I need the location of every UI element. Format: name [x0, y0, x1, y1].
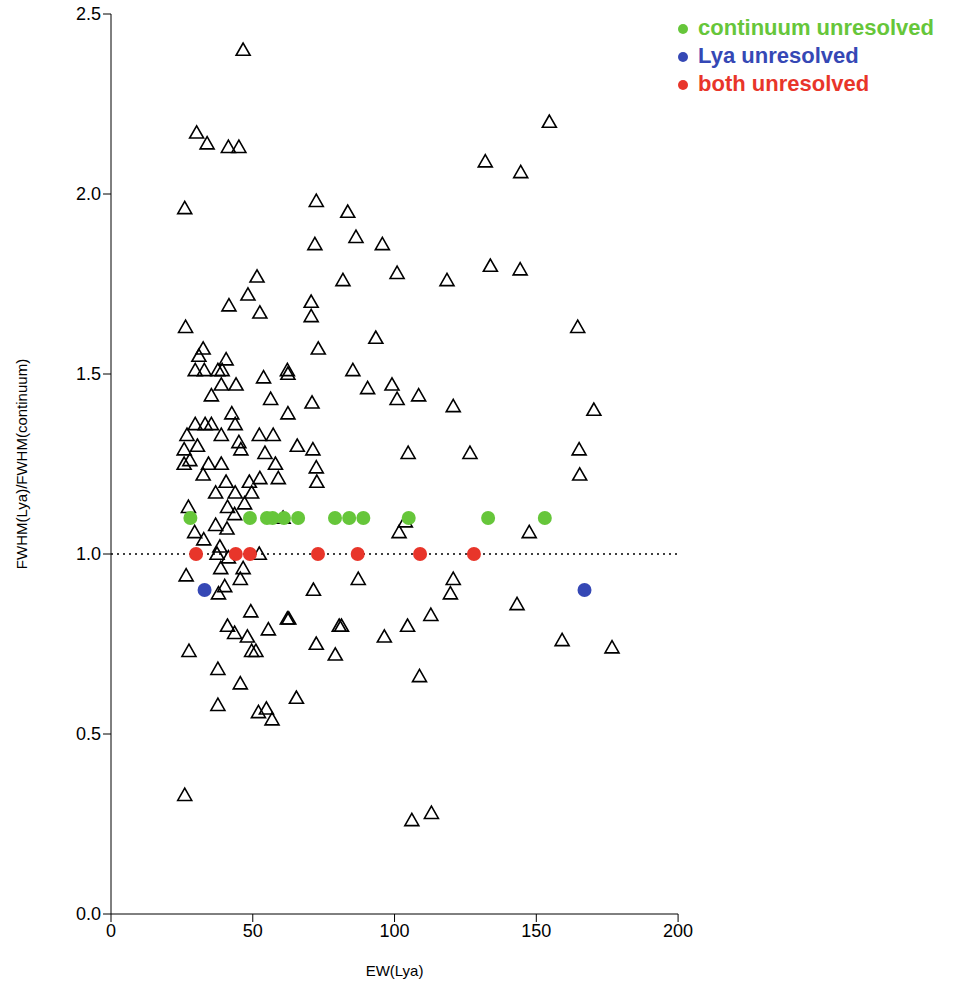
html-text:both unresolved: both unresolved: [698, 71, 870, 96]
svg-text:FWHM(Lya)/FWHM(continuum): FWHM(Lya)/FWHM(continuum): [13, 359, 30, 569]
svg-text:0.0: 0.0: [76, 904, 101, 924]
svg-text:2.5: 2.5: [76, 4, 101, 24]
svg-text:0: 0: [106, 921, 116, 941]
svg-text:150: 150: [521, 921, 551, 941]
svg-text:2.0: 2.0: [76, 184, 101, 204]
svg-text:50: 50: [243, 921, 263, 941]
svg-text:100: 100: [380, 921, 410, 941]
svg-text:1.0: 1.0: [76, 544, 101, 564]
html-text:Lya unresolved: Lya unresolved: [698, 43, 859, 68]
svg-text:0.5: 0.5: [76, 724, 101, 744]
svg-text:200: 200: [663, 921, 693, 941]
svg-text:EW(Lya): EW(Lya): [366, 962, 424, 979]
svg-text:1.5: 1.5: [76, 364, 101, 384]
html-text:continuum unresolved: continuum unresolved: [698, 15, 934, 40]
